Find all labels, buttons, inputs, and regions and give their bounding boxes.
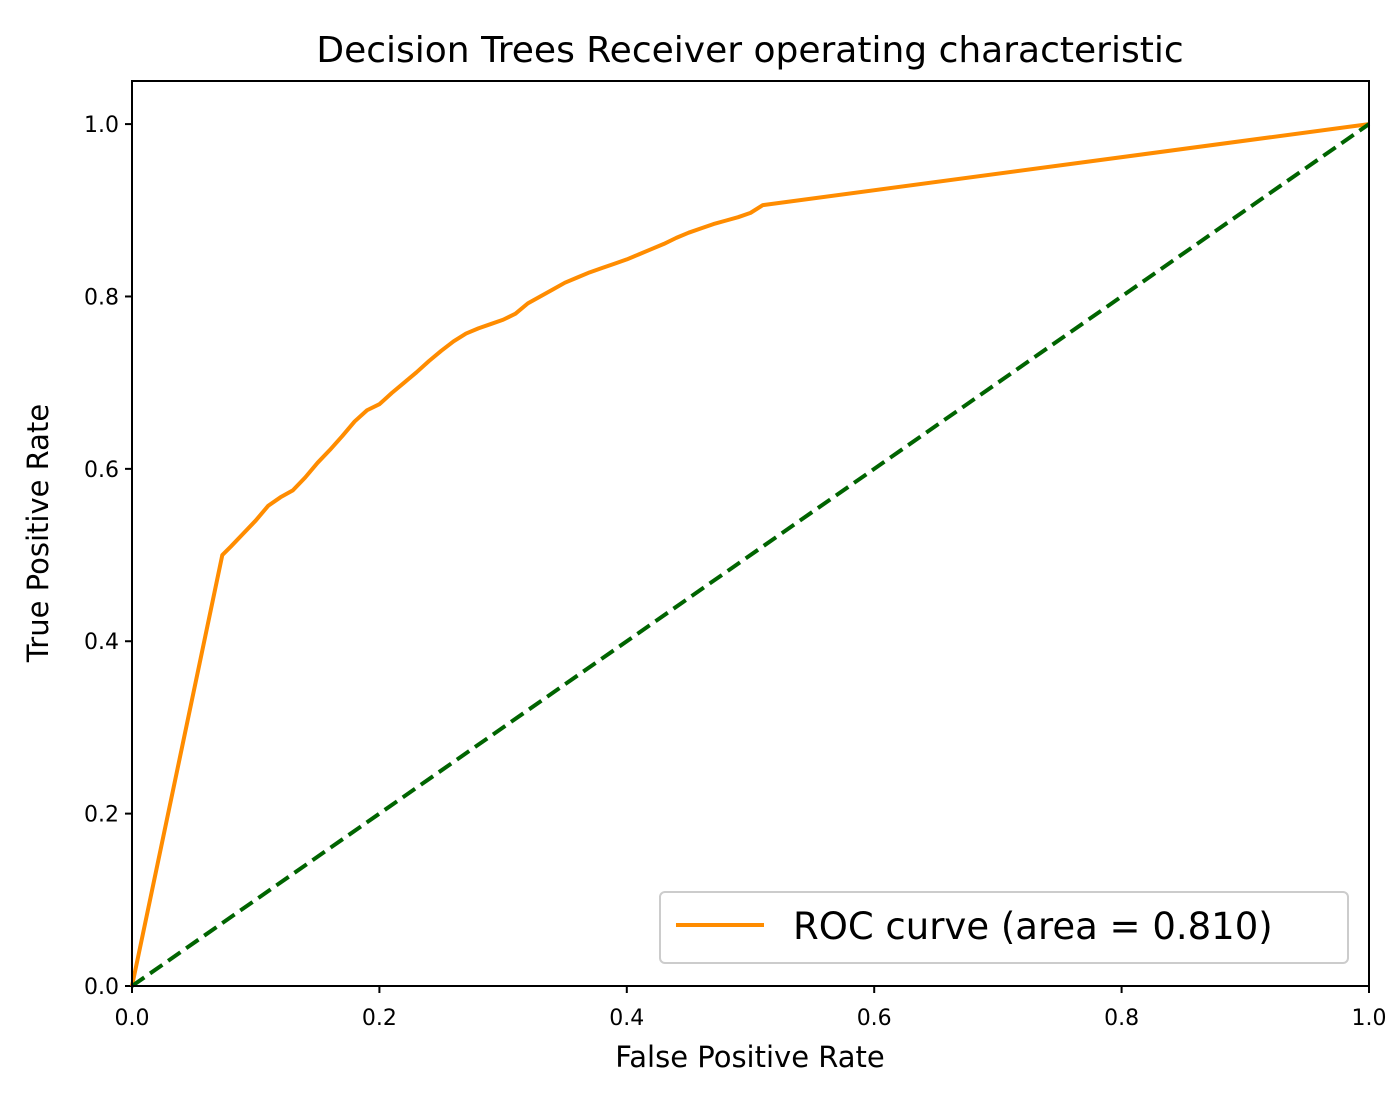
y-tick-label: 0.8 — [84, 285, 119, 310]
y-tick-label: 0.4 — [84, 630, 119, 655]
x-tick-label: 1.0 — [1352, 1006, 1387, 1031]
y-tick-label: 0.2 — [84, 803, 119, 828]
x-axis-ticks: 0.0 0.2 0.4 0.6 0.8 1.0 — [115, 986, 1387, 1031]
series-layer — [130, 122, 1371, 988]
y-tick-label: 0.0 — [84, 975, 119, 1000]
x-tick-label: 0.6 — [857, 1006, 892, 1031]
chance-diagonal-line — [130, 122, 1371, 988]
y-axis-label: True Positive Rate — [21, 404, 55, 663]
x-tick-label: 0.8 — [1104, 1006, 1139, 1031]
y-tick-label: 1.0 — [84, 113, 119, 138]
y-tick-label: 0.6 — [84, 458, 119, 483]
plot-frame — [131, 80, 1370, 987]
x-tick-label: 0.2 — [362, 1006, 397, 1031]
legend: ROC curve (area = 0.810) — [659, 891, 1349, 964]
chart-title: Decision Trees Receiver operating charac… — [316, 30, 1183, 71]
plot-area — [132, 81, 1369, 986]
x-tick-label: 0.4 — [609, 1006, 644, 1031]
y-axis-ticks: 0.0 0.2 0.4 0.6 0.8 1.0 — [84, 113, 132, 1000]
legend-box — [659, 891, 1349, 964]
x-tick-label: 0.0 — [115, 1006, 150, 1031]
roc-curve-line — [130, 122, 1370, 987]
x-axis-label: False Positive Rate — [615, 1040, 885, 1074]
legend-label-roc: ROC curve (area = 0.810) — [793, 905, 1273, 948]
